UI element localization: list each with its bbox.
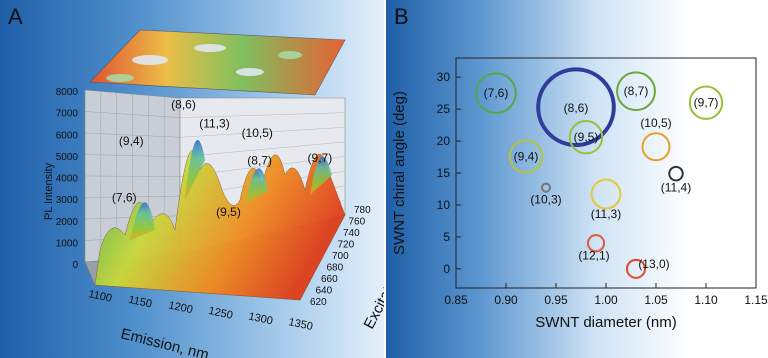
z-tick-label: 0 [72, 260, 78, 271]
chirality-circle [536, 67, 616, 147]
x-tick-label: 1350 [287, 316, 313, 333]
y-axis-title: Excitation, nm [361, 241, 384, 332]
chirality-circle [626, 258, 646, 279]
panel-a-label: A [8, 4, 23, 29]
chirality-label: (9,4) [514, 149, 539, 163]
chirality-circle [616, 71, 656, 112]
y-tick-label: 720 [338, 240, 355, 251]
y-tick-label: 25 [437, 102, 451, 116]
chirality-circle [641, 132, 671, 162]
z-tick-label: 6000 [56, 130, 79, 141]
y-tick-label: 740 [343, 228, 360, 239]
y-tick-label: 5 [443, 230, 450, 244]
chirality-label: (9,5) [574, 130, 599, 144]
x-tick-label: 1150 [127, 294, 153, 311]
chirality-circle [668, 165, 684, 182]
chirality-label: (10,3) [530, 193, 561, 207]
z-tick-label: 5000 [56, 152, 79, 163]
x-axis-title: Emission, nm [119, 325, 210, 358]
peak-label: (10,5) [242, 126, 273, 140]
x-tick-label: 1250 [207, 305, 233, 322]
pl-surface-plot: (7,6) (9,4) (8,6)(11,3) (10,5) (9,5) (8,7) (9,… [43, 29, 384, 358]
chirality-label: (7,6) [484, 86, 509, 100]
x-tick-label: 1200 [167, 299, 193, 316]
y-tick-label: 10 [437, 198, 451, 212]
y-tick-label: 20 [437, 134, 451, 148]
y-ticks: 0 5 10 15 20 25 30 [437, 70, 461, 276]
peak-label: (7,6) [112, 190, 137, 204]
chirality-circle [568, 120, 604, 155]
chirality-label: (8,6) [564, 101, 589, 115]
y-tick-label: 0 [443, 262, 450, 276]
x-axis-title: SWNT diameter (nm) [535, 314, 676, 331]
chirality-circle [508, 139, 544, 174]
data-points: (7,6) (8,6) (8,7) (9,7) (9,5) (10,5) (9,4) (10,… [475, 67, 724, 279]
panel-b: 0.85 0.90 0.95 1.00 1.05 1.10 1.15 0 5 10 15 20 25 3… [386, 0, 768, 358]
x-tick-label: 1.10 [694, 293, 718, 307]
x-tick-label: 0.95 [544, 293, 568, 307]
z-axis: 0 1000 2000 3000 4000 5000 6000 7000 8000 [56, 87, 79, 271]
chirality-circle [590, 178, 622, 210]
z-tick-label: 3000 [56, 195, 79, 206]
chirality-label: (13,0) [638, 257, 669, 271]
chirality-label: (11,3) [591, 207, 621, 221]
x-tick-label: 1100 [87, 288, 113, 305]
peak-label: (9,4) [119, 134, 144, 148]
z-axis-title: PL Intensity [43, 162, 55, 220]
z-tick-label: 8000 [56, 87, 79, 98]
y-tick-label: 30 [437, 70, 451, 84]
y-tick-label: 780 [354, 205, 371, 216]
chirality-circle [540, 182, 552, 193]
peak-label: (9,7) [308, 151, 333, 165]
chirality-circle [475, 72, 517, 114]
x-tick-label: 1.05 [644, 293, 668, 307]
chirality-scatter-plot: 0.85 0.90 0.95 1.00 1.05 1.10 1.15 0 5 10 15 20 25 3… [391, 57, 768, 331]
peak-label: (8,6) [171, 98, 196, 112]
panel-b-label: B [394, 4, 409, 29]
chirality-label: (12,1) [578, 248, 609, 262]
y-tick-label: 660 [321, 274, 338, 285]
chirality-label: (9,7) [694, 96, 719, 110]
y-axis-title: SWNT chiral angle (deg) [391, 91, 408, 255]
x-tick-label: 0.85 [444, 293, 468, 307]
panel-a: (7,6) (9,4) (8,6) (11,3) (10,5) (9,5) (8,7) (9,… [0, 0, 384, 358]
chirality-circle [688, 85, 724, 120]
x-tick-label: 1.15 [744, 293, 768, 307]
z-tick-label: 7000 [56, 109, 79, 120]
chirality-label: (10,5) [640, 116, 671, 130]
chirality-label: (11,4) [661, 181, 691, 195]
y-tick-label: 640 [316, 286, 333, 297]
x-tick-label: 1300 [247, 311, 273, 328]
peak-label: (9,5) [216, 205, 241, 219]
x-tick-label: 1.00 [594, 293, 618, 307]
peak-label: (8,7) [247, 153, 272, 167]
y-tick-label: 15 [437, 166, 451, 180]
x-ticks: 0.85 0.90 0.95 1.00 1.05 1.10 1.15 [444, 283, 768, 307]
emission-axis: 1100 1150 1200 1250 1300 1350 [87, 288, 313, 333]
surface [94, 139, 346, 301]
z-tick-label: 1000 [56, 238, 79, 249]
y-tick-label: 620 [310, 297, 327, 308]
y-tick-label: 700 [332, 251, 349, 262]
chirality-label: (8,7) [624, 84, 649, 98]
z-tick-label: 4000 [56, 174, 79, 185]
y-tick-label: 680 [327, 263, 344, 274]
top-projection [89, 29, 346, 96]
peak-label: (11,3) [199, 117, 229, 131]
peak-labels: (7,6) (9,4) (8,6)(11,3) (10,5) (9,5) (8,7) (9,… [112, 98, 332, 220]
z-tick-label: 2000 [56, 217, 79, 228]
y-tick-label: 760 [349, 217, 366, 228]
x-tick-label: 0.90 [494, 293, 518, 307]
chirality-circle [586, 234, 606, 253]
